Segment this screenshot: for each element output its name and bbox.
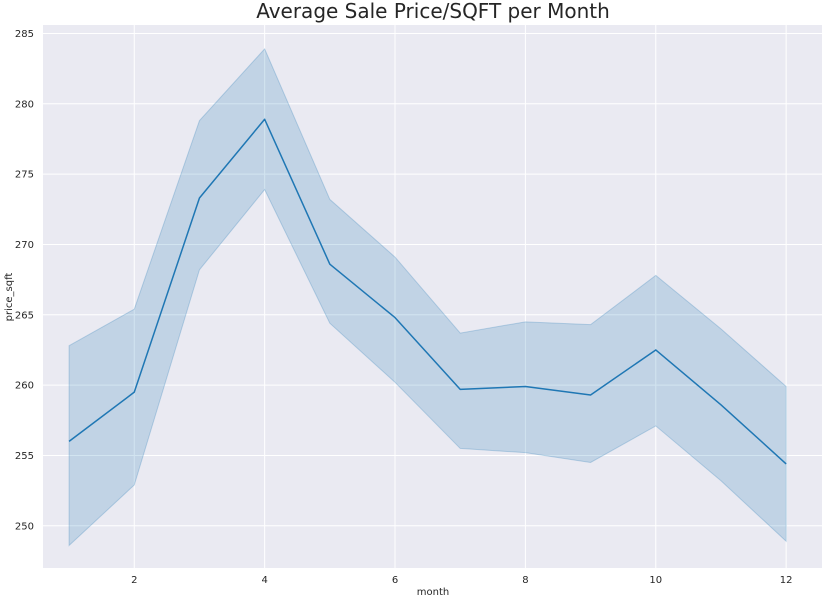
y-tick-label: 265 bbox=[15, 310, 34, 321]
y-tick-label: 280 bbox=[15, 99, 34, 110]
plot-area bbox=[43, 25, 822, 568]
x-tick-label: 2 bbox=[131, 575, 137, 586]
x-axis-label: month bbox=[417, 587, 449, 597]
y-tick-label: 255 bbox=[15, 451, 34, 462]
x-tick-label: 12 bbox=[780, 575, 793, 586]
y-tick-label: 270 bbox=[15, 240, 34, 251]
y-axis-label: price_sqft bbox=[4, 273, 15, 322]
y-tick-labels: 250 255 260 265 270 275 280 285 bbox=[15, 29, 34, 532]
grid bbox=[43, 25, 822, 568]
chart-title: Average Sale Price/SQFT per Month bbox=[256, 0, 610, 23]
y-tick-label: 285 bbox=[15, 29, 34, 40]
y-tick-label: 275 bbox=[15, 170, 34, 181]
x-tick-labels: 2 4 6 8 10 12 bbox=[131, 575, 792, 586]
x-tick-label: 6 bbox=[392, 575, 398, 586]
x-tick-label: 4 bbox=[261, 575, 267, 586]
x-tick-label: 8 bbox=[522, 575, 528, 586]
y-tick-label: 260 bbox=[15, 381, 34, 392]
x-tick-label: 10 bbox=[649, 575, 662, 586]
confidence-band bbox=[68, 48, 787, 547]
y-tick-label: 250 bbox=[15, 521, 34, 532]
series-line-layer bbox=[68, 118, 787, 465]
confidence-band-layer bbox=[68, 48, 787, 547]
series-line bbox=[68, 118, 787, 465]
